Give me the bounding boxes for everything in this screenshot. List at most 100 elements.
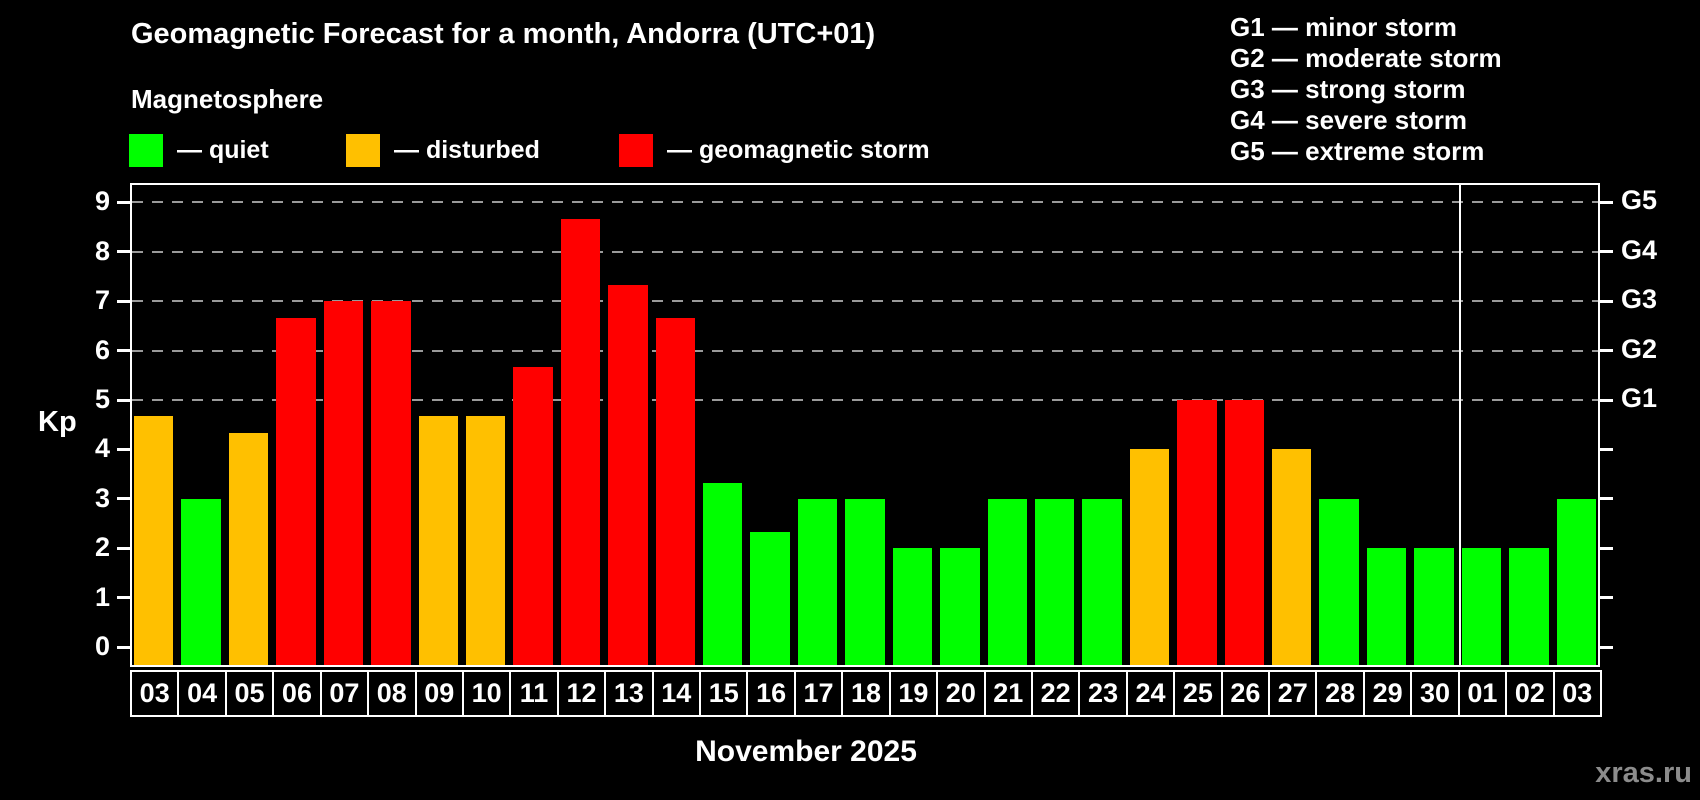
right-axis-tick [1600, 546, 1613, 550]
g-scale-label-G3: G3 [1621, 284, 1658, 315]
storm-scale-item-g2: G2 — moderate storm [1230, 43, 1502, 73]
x-axis-date-03: 03 [130, 670, 180, 717]
bar-07 [323, 301, 364, 665]
y-axis-label-4: 4 [94, 433, 110, 464]
left-axis-tick [117, 546, 130, 550]
right-axis-tick [1600, 299, 1613, 303]
bar-26 [1224, 400, 1265, 665]
x-axis-date-19: 19 [888, 670, 939, 717]
x-axis-date-10: 10 [461, 670, 512, 717]
right-axis-tick [1600, 645, 1613, 649]
g-scale-label-G1: G1 [1621, 383, 1658, 413]
bar-16 [750, 531, 790, 665]
y-axis-title: Kp [38, 406, 77, 438]
left-axis-tick [117, 645, 130, 649]
legend-item-storm: — geomagnetic storm [619, 134, 930, 167]
left-axis-tick [117, 349, 130, 353]
x-axis-date-28: 28 [1315, 670, 1365, 717]
bar-10 [465, 416, 506, 665]
x-axis-date-13: 13 [604, 670, 654, 717]
left-axis-tick [117, 200, 130, 204]
x-axis-date-09: 09 [414, 670, 464, 717]
x-axis-date-29: 29 [1362, 670, 1413, 717]
x-axis-date-02-dec: 02 [1505, 670, 1555, 717]
y-axis-label-0: 0 [94, 631, 110, 661]
x-axis-date-07: 07 [319, 670, 370, 717]
x-axis-date-21: 21 [983, 670, 1033, 717]
gridline-kp9 [132, 201, 1598, 204]
bar-27 [1272, 449, 1312, 665]
right-axis-tick [1600, 349, 1613, 353]
x-axis-date-27: 27 [1268, 670, 1318, 717]
storm-scale-item-g1: G1 — minor storm [1230, 12, 1457, 42]
bar-25 [1177, 400, 1217, 665]
bar-08 [371, 301, 411, 665]
bar-03 [134, 416, 174, 665]
x-axis-date-12: 12 [556, 670, 607, 717]
bar-24 [1129, 449, 1170, 665]
bar-28 [1319, 498, 1359, 665]
bar-13 [608, 284, 648, 665]
x-axis-date-04: 04 [177, 670, 227, 717]
x-axis-date-16: 16 [746, 670, 796, 717]
bar-04 [181, 498, 221, 665]
y-axis-label-3: 3 [94, 482, 110, 513]
x-axis-date-15: 15 [699, 670, 749, 717]
bar-17 [797, 498, 838, 665]
storm-scale-legend: G1 — minor storm G2 — moderate storm G3 — … [1230, 12, 1502, 167]
bar-11 [513, 366, 553, 665]
gridline-kp7 [132, 300, 1598, 303]
storm-scale-item-g5: G5 — extreme storm [1230, 136, 1485, 166]
legend-label-quiet: — quiet [177, 136, 269, 164]
x-axis-date-01-dec: 01 [1457, 670, 1508, 717]
g-scale-label-G2: G2 [1621, 333, 1658, 364]
y-axis-label-8: 8 [94, 235, 110, 266]
legend-color-disturbed [346, 134, 380, 167]
x-axis-date-03-dec: 03 [1552, 670, 1602, 717]
bar-18 [845, 498, 885, 665]
plot-area [130, 183, 1600, 667]
bar-29 [1366, 548, 1407, 665]
right-axis-tick [1600, 200, 1613, 204]
y-axis-label-2: 2 [94, 532, 110, 563]
left-axis-tick [117, 447, 130, 451]
x-axis-date-24: 24 [1125, 670, 1176, 717]
x-axis-date-18: 18 [841, 670, 891, 717]
g-scale-label-G4: G4 [1621, 234, 1658, 265]
gridline-kp8 [132, 250, 1598, 253]
y-axis-label-1: 1 [94, 581, 110, 612]
x-axis-date-05: 05 [224, 670, 275, 717]
x-axis-date-20: 20 [936, 670, 986, 717]
x-axis-date-11: 11 [509, 670, 559, 717]
x-axis-date-14: 14 [651, 670, 702, 717]
left-axis-tick [117, 299, 130, 303]
legend-label-storm: — geomagnetic storm [667, 136, 930, 164]
y-axis-label-6: 6 [94, 334, 110, 365]
left-axis-tick [117, 398, 130, 402]
x-axis-date-25: 25 [1173, 670, 1223, 717]
bar-22 [1034, 498, 1075, 665]
legend-item-quiet: — quiet [129, 134, 269, 167]
bar-30 [1414, 548, 1454, 665]
bar-19 [892, 548, 933, 665]
bar-02 [1509, 548, 1549, 665]
left-axis-tick [117, 596, 130, 600]
magnetosphere-label: Magnetosphere [131, 84, 324, 114]
right-axis-tick [1600, 398, 1613, 402]
left-axis-tick [117, 497, 130, 501]
bar-06 [276, 317, 316, 665]
legend-item-disturbed: — disturbed [346, 134, 540, 167]
month-label: November 2025 [695, 735, 917, 768]
y-axis-label-9: 9 [94, 186, 110, 217]
bar-21 [987, 498, 1027, 665]
x-axis-date-26: 26 [1220, 670, 1271, 717]
legend-color-storm [619, 134, 653, 167]
x-axis-date-17: 17 [793, 670, 844, 717]
x-axis-date-22: 22 [1030, 670, 1081, 717]
x-axis-date-23: 23 [1078, 670, 1128, 717]
right-axis-tick [1600, 250, 1613, 254]
bar-20 [940, 548, 980, 665]
x-axis-date-30: 30 [1410, 670, 1460, 717]
x-axis-date-08: 08 [367, 670, 417, 717]
